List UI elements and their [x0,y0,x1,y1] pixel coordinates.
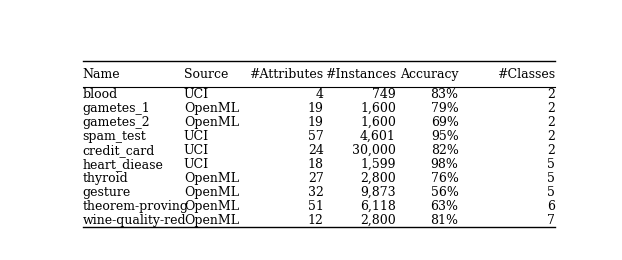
Text: credit_card: credit_card [83,144,155,157]
Text: 5: 5 [547,186,555,199]
Text: 5: 5 [547,158,555,171]
Text: 2: 2 [547,88,555,101]
Text: 12: 12 [308,214,323,227]
Text: #Attributes: #Attributes [249,68,323,81]
Text: 18: 18 [308,158,323,171]
Text: #Instances: #Instances [325,68,396,81]
Text: 1,599: 1,599 [360,158,396,171]
Text: 63%: 63% [430,200,458,213]
Text: OpenML: OpenML [184,102,239,115]
Text: 2: 2 [547,116,555,129]
Text: spam_test: spam_test [83,130,146,143]
Text: 83%: 83% [430,88,458,101]
Text: OpenML: OpenML [184,186,239,199]
Text: OpenML: OpenML [184,116,239,129]
Text: 24: 24 [308,144,323,157]
Text: 2,800: 2,800 [360,214,396,227]
Text: 98%: 98% [430,158,458,171]
Text: 19: 19 [308,102,323,115]
Text: thyroid: thyroid [83,172,128,185]
Text: blood: blood [83,88,118,101]
Text: gametes_2: gametes_2 [83,116,150,129]
Text: UCI: UCI [184,158,209,171]
Text: 1,600: 1,600 [360,102,396,115]
Text: theorem-proving: theorem-proving [83,200,188,213]
Text: Name: Name [83,68,120,81]
Text: 2: 2 [547,130,555,143]
Text: 749: 749 [372,88,396,101]
Text: 76%: 76% [430,172,458,185]
Text: 4: 4 [315,88,323,101]
Text: 69%: 69% [430,116,458,129]
Text: 5: 5 [547,172,555,185]
Text: OpenML: OpenML [184,214,239,227]
Text: #Classes: #Classes [497,68,555,81]
Text: 2,800: 2,800 [360,172,396,185]
Text: 57: 57 [308,130,323,143]
Text: Accuracy: Accuracy [400,68,458,81]
Text: 32: 32 [308,186,323,199]
Text: 82%: 82% [430,144,458,157]
Text: 56%: 56% [430,186,458,199]
Text: 6: 6 [547,200,555,213]
Text: 2: 2 [547,144,555,157]
Text: 7: 7 [547,214,555,227]
Text: UCI: UCI [184,130,209,143]
Text: 1,600: 1,600 [360,116,396,129]
Text: 81%: 81% [430,214,458,227]
Text: 4,601: 4,601 [360,130,396,143]
Text: 30,000: 30,000 [352,144,396,157]
Text: gesture: gesture [83,186,131,199]
Text: Source: Source [184,68,228,81]
Text: 51: 51 [308,200,323,213]
Text: 19: 19 [308,116,323,129]
Text: 95%: 95% [431,130,458,143]
Text: 79%: 79% [431,102,458,115]
Text: 6,118: 6,118 [360,200,396,213]
Text: UCI: UCI [184,144,209,157]
Text: OpenML: OpenML [184,200,239,213]
Text: heart_diease: heart_diease [83,158,164,171]
Text: 9,873: 9,873 [360,186,396,199]
Text: 27: 27 [308,172,323,185]
Text: 2: 2 [547,102,555,115]
Text: wine-quality-red: wine-quality-red [83,214,186,227]
Text: OpenML: OpenML [184,172,239,185]
Text: gametes_1: gametes_1 [83,102,151,115]
Text: UCI: UCI [184,88,209,101]
